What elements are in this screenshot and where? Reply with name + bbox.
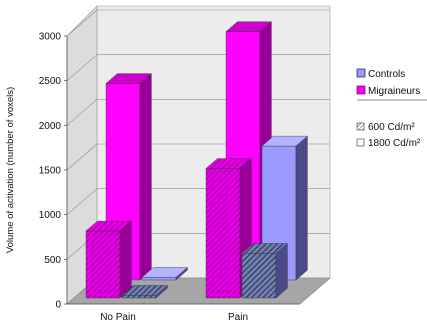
bar-controls-600-no-pain-front xyxy=(121,295,157,299)
bar-migraineurs-600-no-pain-top xyxy=(85,220,132,232)
y-axis-title: Volume of activation (number of voxels) xyxy=(5,87,16,253)
bar-migraineurs-600-no-pain-side xyxy=(119,220,132,299)
bar-migraineurs-600-no-pain xyxy=(85,220,132,299)
legend-swatch-600 xyxy=(356,122,365,131)
y-tick-label: 1000 xyxy=(39,210,62,221)
category-label-pain: Pain xyxy=(228,312,248,323)
legend-label-controls: Controls xyxy=(368,69,405,80)
category-label-no-pain: No Pain xyxy=(100,312,136,323)
gridline xyxy=(66,99,98,126)
bar-controls-1800-no-pain-top xyxy=(141,267,188,278)
bar-controls-1800-pain-top xyxy=(261,135,308,147)
legend: Controls Migraineurs 600 Cd/m² 1800 Cd/m… xyxy=(356,68,427,149)
bar-controls-1800-pain-side xyxy=(295,135,308,281)
bar-migraineurs-1800-no-pain-top xyxy=(105,73,152,84)
y-tick-label: 2000 xyxy=(39,121,62,132)
y-tick-labels: 0 500 1000 1500 2000 2500 3000 xyxy=(39,32,67,311)
bar-controls-600-pain xyxy=(241,243,288,299)
legend-label-migraineurs: Migraineurs xyxy=(368,86,420,97)
bar-controls-600-pain-front xyxy=(241,253,277,299)
legend-label-600: 600 Cd/m² xyxy=(368,122,415,133)
gridline xyxy=(66,143,98,171)
bar-migraineurs-600-pain-top xyxy=(205,158,252,169)
bar-controls-600-pain-top xyxy=(241,243,288,254)
y-tick-label: 3000 xyxy=(39,32,62,43)
gridline xyxy=(66,9,98,37)
bar-controls-1800-no-pain-front xyxy=(141,277,177,281)
y-tick-label: 0 xyxy=(55,300,61,311)
bar-controls-1800-no-pain xyxy=(141,267,188,281)
legend-swatch-migraineurs xyxy=(356,85,366,95)
bar-controls-600-no-pain xyxy=(121,285,168,299)
bar-controls-600-no-pain-top xyxy=(121,285,168,296)
bar-migraineurs-600-no-pain-front xyxy=(85,230,121,299)
legend-label-1800: 1800 Cd/m² xyxy=(368,138,421,149)
bar-migraineurs-1800-pain-top xyxy=(225,21,272,32)
bar-migraineurs-600-pain-front xyxy=(205,168,241,299)
y-tick-label: 1500 xyxy=(39,166,62,177)
gridline xyxy=(66,54,98,81)
gridline xyxy=(66,188,98,215)
y-tick-label: 500 xyxy=(44,255,61,266)
bars xyxy=(85,21,308,299)
legend-swatch-controls xyxy=(356,68,366,78)
y-tick-label: 2500 xyxy=(39,76,62,87)
bar-migraineurs-1800-no-pain-side xyxy=(139,73,152,281)
legend-swatch-1800 xyxy=(356,138,365,147)
